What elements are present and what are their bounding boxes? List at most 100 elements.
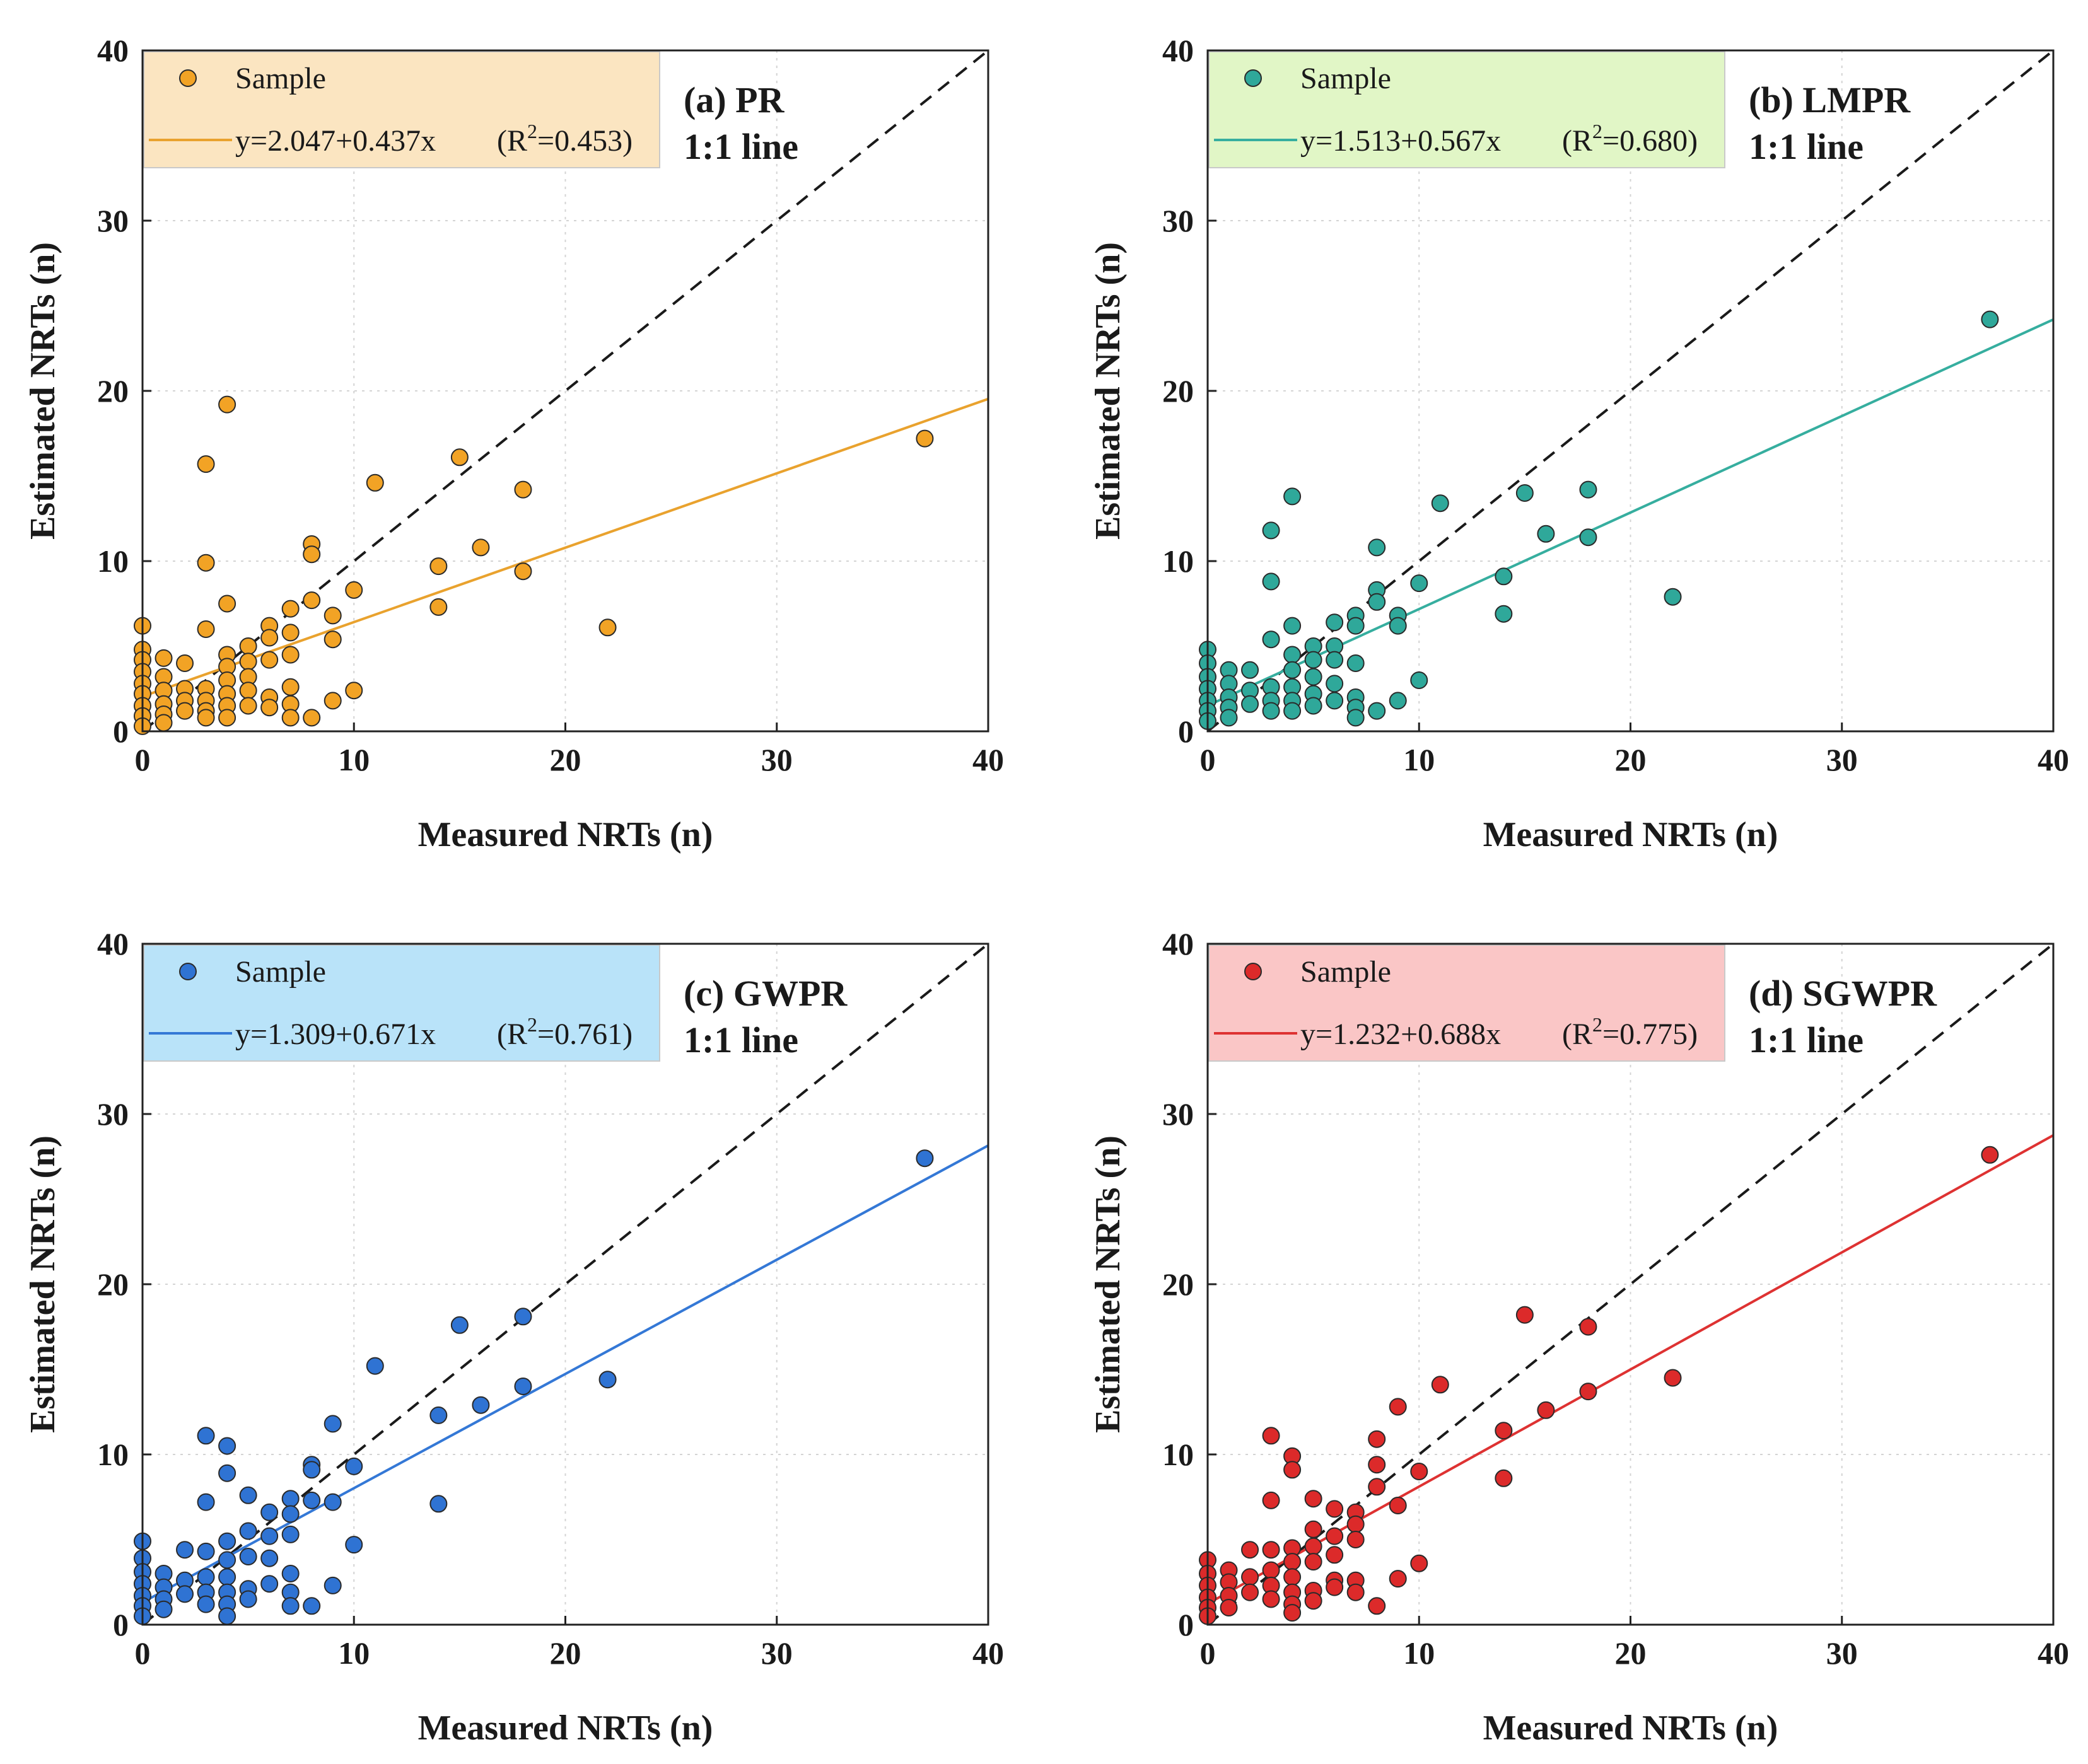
sample-point (1368, 1597, 1386, 1615)
sample-point (1283, 661, 1302, 679)
sample-point (1262, 1561, 1280, 1579)
sample-point (1283, 1568, 1302, 1586)
sample-point (1283, 702, 1302, 720)
y-tick-label: 10 (97, 1437, 129, 1472)
x-tick-label: 0 (135, 1635, 151, 1671)
sample-point (345, 682, 363, 700)
sample-point (176, 702, 194, 720)
sample-point (239, 1486, 257, 1504)
sample-point (303, 1461, 321, 1479)
sample-point (916, 429, 934, 448)
legend: Sample y=1.309+0.671x (R2=0.761) (143, 944, 660, 1062)
sample-point (1262, 1427, 1280, 1445)
sample-point (239, 1548, 257, 1565)
y-tick-label: 20 (1162, 373, 1194, 409)
legend-equation: y=2.047+0.437x (235, 124, 436, 158)
y-tick-label: 40 (97, 33, 129, 68)
x-tick-label: 40 (972, 742, 1004, 777)
sample-points (1199, 310, 1999, 730)
y-axis-title: Estimated NRTs (n) (1088, 1135, 1128, 1433)
legend: Sample y=1.513+0.567x (R2=0.680) (1208, 51, 1725, 168)
sample-point (176, 1585, 194, 1603)
panel-label: (d) SGWPR (1749, 973, 1937, 1014)
sample-point (916, 1149, 934, 1168)
x-tick-label: 40 (972, 1635, 1004, 1671)
legend-r2-prefix: (R (1562, 124, 1592, 158)
sample-point (155, 714, 173, 732)
x-tick-label: 10 (338, 742, 370, 777)
sample-point (260, 1549, 279, 1567)
one-to-one-label: 1:1 line (684, 1019, 798, 1060)
sample-point (1431, 1376, 1449, 1394)
x-tick-label: 20 (1615, 742, 1647, 777)
sample-point (514, 1308, 532, 1326)
x-tick-label: 10 (1403, 1635, 1435, 1671)
y-tick-label: 0 (113, 1607, 129, 1642)
sample-point (450, 448, 469, 467)
sample-point (1262, 1541, 1280, 1559)
x-tick-label: 20 (550, 1635, 581, 1671)
sample-point (324, 1493, 342, 1511)
sample-point (260, 1527, 279, 1545)
sample-point (1326, 1546, 1344, 1564)
y-tick-label: 40 (97, 926, 129, 961)
sample-point (260, 651, 279, 669)
sample-point (303, 591, 321, 610)
panel-label: (c) GWPR (684, 973, 848, 1014)
sample-point (281, 624, 300, 642)
x-tick-label: 30 (761, 742, 793, 777)
sample-point (239, 682, 257, 700)
y-tick-label: 30 (97, 203, 129, 238)
legend-equation: y=1.309+0.671x (235, 1018, 436, 1051)
sample-point (1389, 617, 1407, 635)
legend-box (1208, 51, 1725, 168)
sample-point (324, 606, 342, 625)
sample-point (366, 473, 384, 492)
sample-point (1664, 1369, 1682, 1387)
legend-r2-value: =0.775) (1602, 1018, 1698, 1051)
sample-point (197, 1568, 215, 1586)
sample-point (1537, 525, 1555, 543)
x-tick-label: 0 (1200, 1635, 1216, 1671)
panel-b: Sample y=1.513+0.567x (R2=0.680) (b) LMPR 1:… (1088, 33, 2069, 854)
sample-point (1241, 1568, 1259, 1586)
sample-point (1241, 1583, 1259, 1601)
sample-point (1495, 605, 1513, 623)
sample-point (1326, 1578, 1344, 1596)
sample-point (1304, 651, 1322, 669)
y-tick-label: 10 (97, 543, 129, 579)
legend-r2-value: =0.453) (537, 124, 633, 158)
sample-point (1579, 480, 1597, 499)
sample-point (218, 1551, 236, 1569)
sample-point (1326, 651, 1344, 669)
sample-point (345, 1536, 363, 1554)
sample-point (1304, 1520, 1322, 1538)
sample-point (176, 654, 194, 672)
legend-sample-label: Sample (1300, 62, 1391, 95)
y-axis-title: Estimated NRTs (n) (1088, 242, 1128, 540)
x-axis-title: Measured NRTs (n) (1483, 1709, 1778, 1748)
sample-point (1368, 1478, 1386, 1496)
x-tick-label: 20 (550, 742, 581, 777)
sample-point (1981, 1146, 1999, 1164)
legend-r2: (R2=0.680) (1562, 120, 1698, 158)
sample-point (1368, 1456, 1386, 1474)
legend-sample-label: Sample (235, 955, 326, 989)
y-tick-label: 10 (1162, 543, 1194, 579)
sample-point (1304, 1537, 1322, 1555)
x-axis-title: Measured NRTs (n) (1483, 815, 1778, 854)
sample-point (1283, 1553, 1302, 1571)
legend: Sample y=2.047+0.437x (R2=0.453) (143, 51, 660, 168)
y-tick-label: 20 (97, 373, 129, 409)
sample-point (281, 600, 300, 618)
sample-point (1410, 574, 1428, 593)
sample-point (1410, 1463, 1428, 1480)
sample-point (1346, 709, 1365, 727)
legend-r2-prefix: (R (497, 1018, 527, 1051)
sample-point (197, 1542, 215, 1560)
sample-point (1579, 528, 1597, 547)
sample-point (1495, 1469, 1513, 1487)
sample-point (197, 1493, 215, 1511)
